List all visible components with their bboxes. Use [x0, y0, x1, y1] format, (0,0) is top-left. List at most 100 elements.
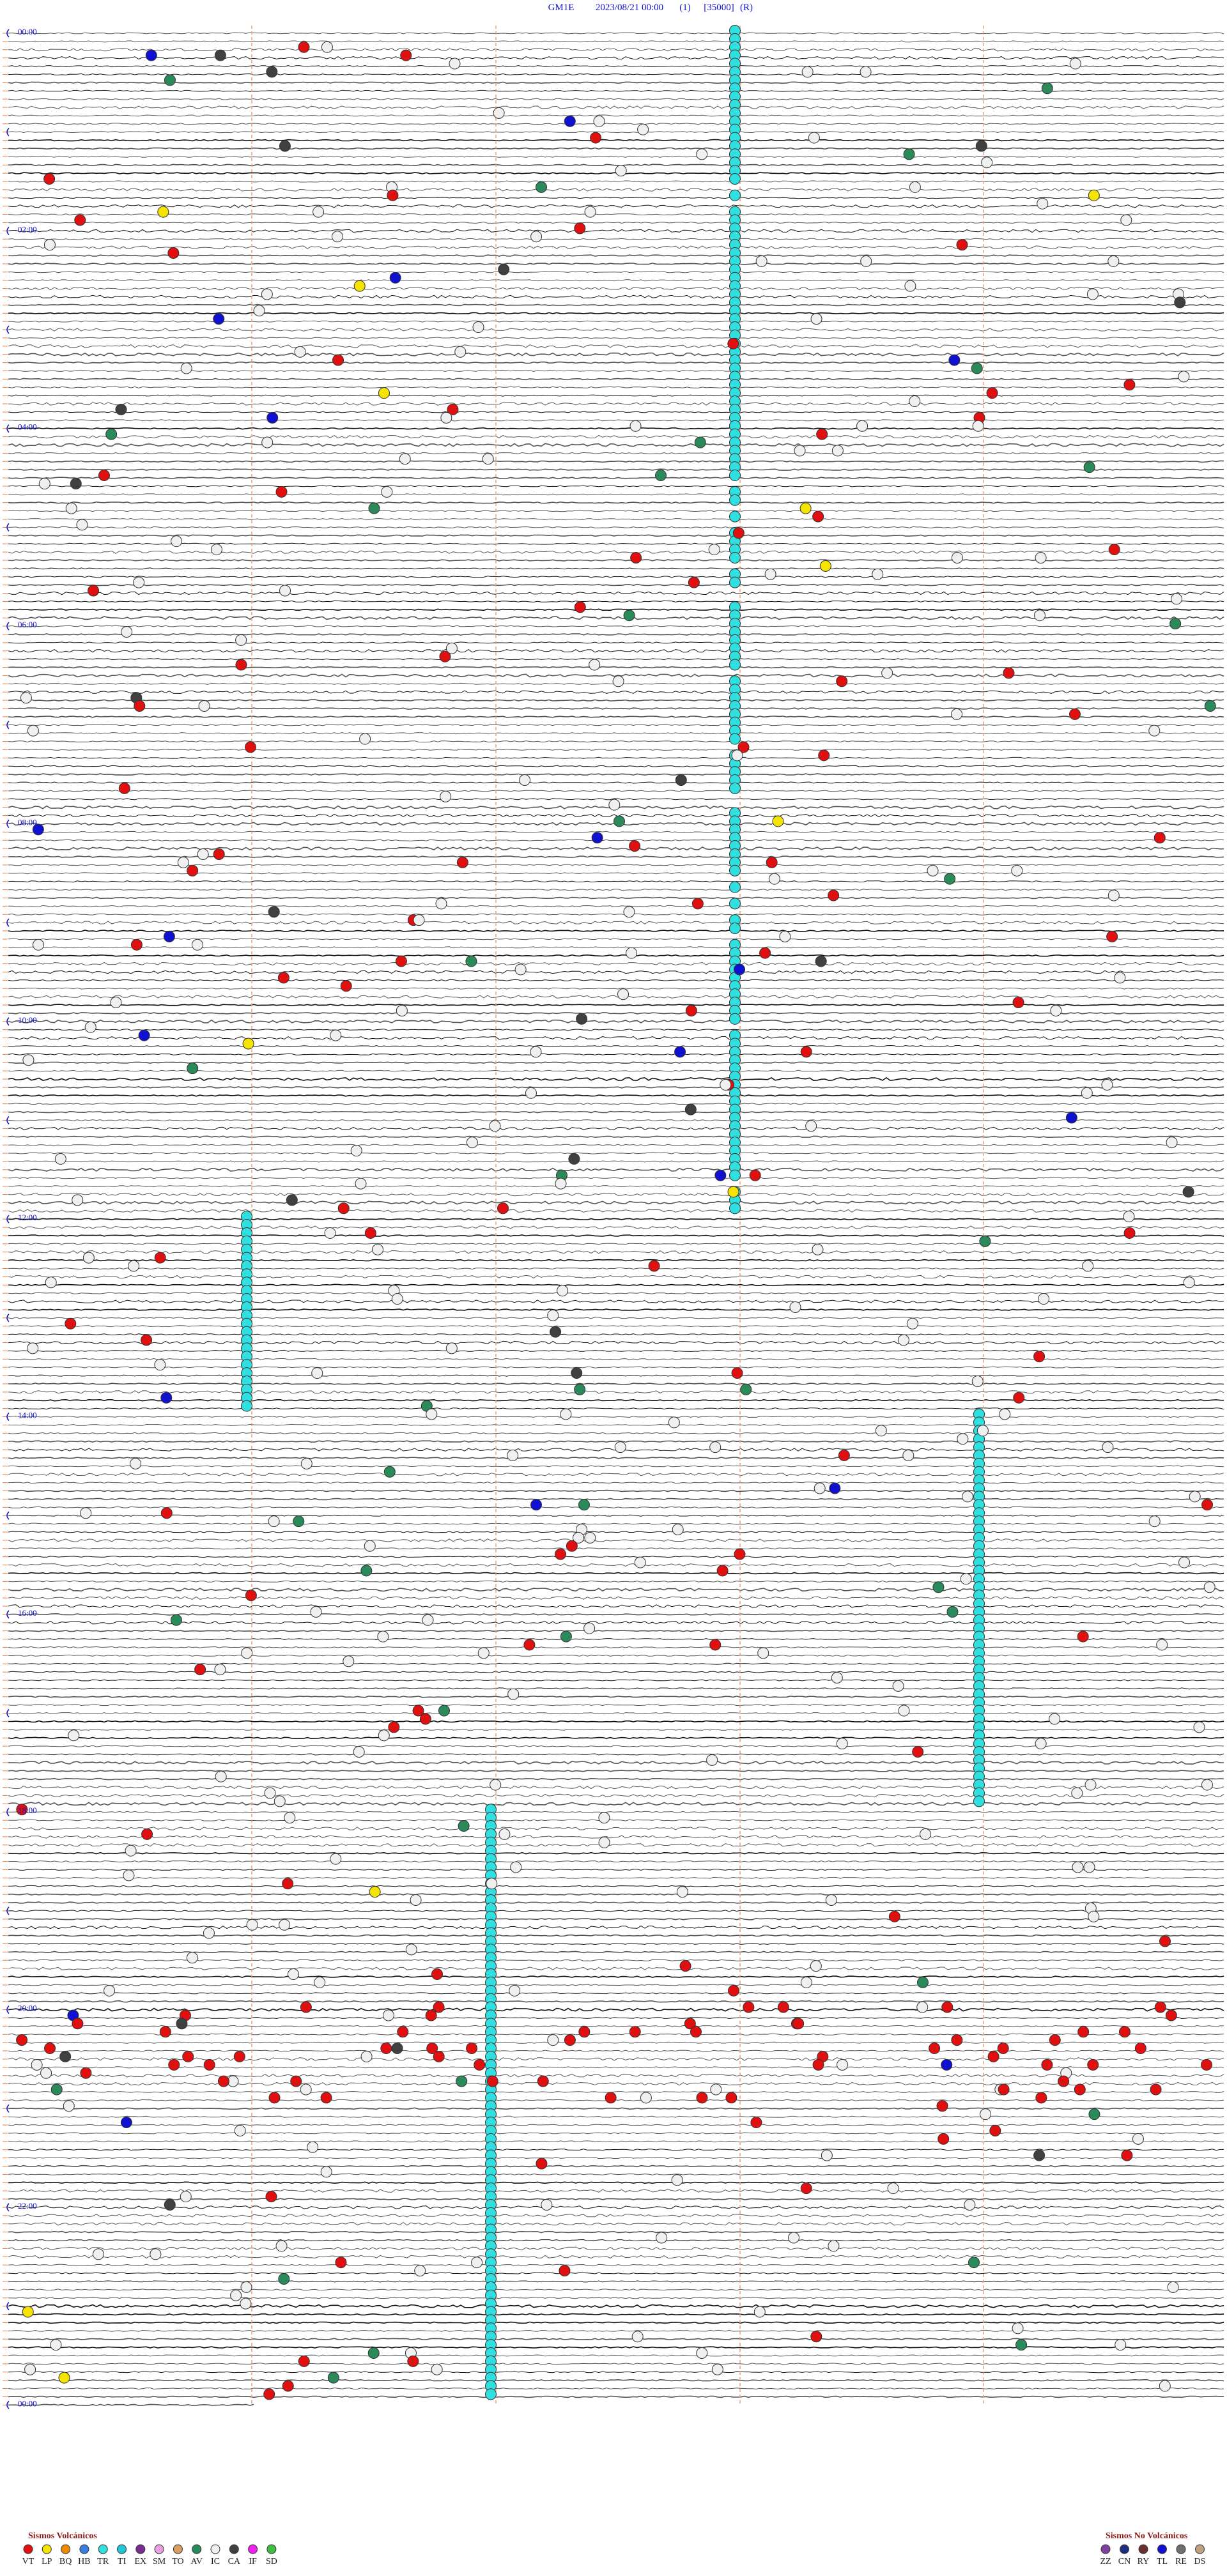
event-marker	[1182, 1186, 1194, 1198]
trace	[8, 452, 1224, 454]
event-marker	[860, 66, 872, 78]
trace	[8, 2124, 1224, 2126]
trace	[8, 699, 1224, 702]
trace	[8, 1340, 1224, 1345]
event-marker	[892, 1680, 904, 1692]
trace	[8, 1753, 1224, 1756]
event-marker	[449, 57, 461, 70]
event-marker	[812, 510, 824, 523]
trace	[8, 2313, 1224, 2316]
event-marker	[729, 576, 741, 588]
event-marker	[378, 387, 390, 399]
trace	[8, 1440, 1224, 1443]
event-marker	[24, 2363, 36, 2375]
legend-swatch	[23, 2544, 33, 2554]
trace	[8, 690, 1224, 694]
event-marker	[466, 1137, 478, 1149]
legend-swatch	[266, 2544, 277, 2554]
event-marker	[750, 2117, 762, 2129]
legend-swatch	[229, 2544, 239, 2554]
event-marker	[1150, 2083, 1162, 2096]
event-marker	[241, 1400, 252, 1412]
trace	[8, 979, 1224, 981]
event-marker	[550, 1326, 562, 1338]
trace	[8, 1103, 1224, 1105]
event-marker	[330, 1853, 342, 1865]
event-marker	[729, 189, 741, 201]
event-marker	[706, 1754, 718, 1766]
event-marker	[766, 856, 778, 868]
time-label: 18:00	[18, 1805, 37, 1815]
trace	[8, 1777, 1224, 1781]
trace	[8, 1498, 1224, 1501]
trace	[8, 905, 1224, 907]
event-marker	[881, 667, 893, 679]
event-marker	[263, 2388, 275, 2400]
event-marker	[629, 840, 641, 852]
trace	[8, 2189, 1224, 2193]
event-marker	[458, 1820, 470, 1832]
hour-mark	[6, 2302, 10, 2311]
trace	[8, 2165, 1224, 2168]
trace	[8, 648, 1224, 653]
event-marker	[27, 724, 39, 737]
event-marker	[523, 1639, 536, 1651]
event-marker	[591, 832, 603, 844]
event-marker	[566, 1540, 578, 1552]
event-marker	[1108, 544, 1120, 556]
event-marker	[426, 2043, 438, 2055]
event-marker	[1132, 2133, 1144, 2145]
event-marker	[617, 988, 629, 1000]
event-marker	[482, 453, 494, 465]
trace	[8, 2272, 1224, 2274]
event-marker	[31, 2058, 43, 2071]
event-marker	[445, 1342, 458, 1354]
event-marker	[456, 2075, 468, 2087]
event-marker	[729, 733, 741, 745]
trace	[8, 1662, 1224, 1665]
trace	[8, 1465, 1224, 1468]
event-marker	[1072, 1861, 1084, 1873]
trace	[8, 1506, 1224, 1508]
event-marker	[810, 2331, 822, 2343]
trace	[8, 1531, 1224, 1533]
trace	[8, 2082, 1224, 2086]
event-marker	[284, 1812, 296, 1824]
event-marker	[1088, 1910, 1100, 1922]
station: GM1E	[548, 3, 575, 13]
time-labels: 00:00 02:00 04:00 06:00 08:00 10:00 12:00 14:00…	[6, 27, 37, 2409]
header: GM1E 2023/08/21 00:00 (1) [35000] (R)	[548, 3, 753, 13]
event-marker	[141, 1828, 153, 1840]
trace	[8, 2115, 1224, 2118]
trace	[8, 2338, 1224, 2341]
event-marker	[547, 1309, 559, 1321]
trace	[8, 1712, 1224, 1715]
legend-label: RE	[1175, 2557, 1187, 2566]
event-marker	[831, 1672, 843, 1683]
event-marker	[422, 1614, 434, 1626]
event-marker	[214, 1664, 226, 1676]
trace	[8, 1383, 1224, 1385]
event-marker	[800, 1976, 812, 1988]
event-marker	[466, 2043, 478, 2055]
event-marker	[734, 1548, 746, 1560]
event-marker	[203, 1927, 215, 1939]
event-marker	[367, 2347, 380, 2359]
minute-guides	[251, 26, 984, 2405]
event-marker	[998, 2083, 1010, 2096]
event-marker	[275, 486, 288, 498]
event-marker	[383, 1466, 396, 1478]
trace	[8, 1126, 1224, 1131]
event-marker	[1178, 371, 1190, 383]
event-marker	[426, 1408, 438, 1420]
event-marker	[27, 1342, 39, 1354]
event-marker	[16, 2034, 28, 2046]
event-marker	[1101, 1078, 1113, 1091]
event-marker	[1035, 2092, 1047, 2104]
event-marker	[279, 585, 291, 597]
hour-mark	[6, 1314, 10, 1322]
event-marker	[734, 963, 746, 976]
event-marker	[32, 824, 44, 836]
event-marker	[872, 568, 884, 580]
trace	[8, 2371, 1224, 2373]
